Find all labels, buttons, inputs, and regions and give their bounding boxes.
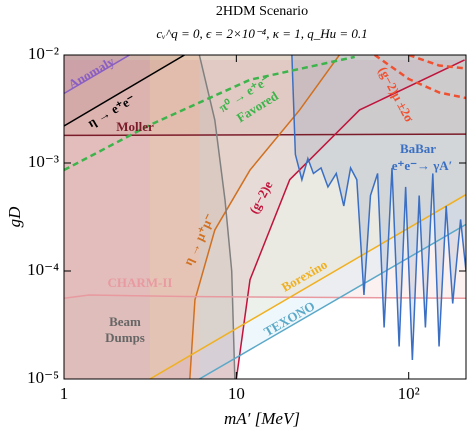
annotation: Moller: [116, 119, 154, 134]
region-fill: [64, 55, 340, 379]
curve: [64, 55, 355, 172]
curve: [149, 193, 466, 379]
curve: [64, 294, 466, 299]
chart-subtitle: cᵥ^q = 0, ϵ = 2×10⁻⁴, κ = 1, q_Hu = 0.1: [156, 26, 367, 41]
region-fill: [64, 55, 466, 299]
y-tick-label: 10⁻⁵: [27, 368, 59, 387]
region-fill: [64, 59, 465, 379]
curve: [373, 55, 466, 100]
curve: [189, 55, 340, 379]
annotation: CHARM-II: [108, 275, 173, 290]
curve: [64, 55, 185, 127]
x-tick-label: 10: [228, 384, 245, 403]
y-tick-label: 10⁻³: [28, 152, 59, 171]
curve: [64, 55, 130, 95]
annotation: BaBar: [400, 141, 436, 156]
y-axis-label: gD: [5, 206, 24, 228]
plot-frame: [63, 54, 467, 380]
y-tick-label: 10⁻²: [28, 44, 59, 63]
annotation: Beam: [109, 314, 141, 329]
region-fill: [199, 55, 466, 379]
curve: [235, 59, 465, 379]
x-axis-label: mA′ [MeV]: [224, 409, 300, 428]
region-fill: [291, 55, 466, 360]
axes: 1 10 10² 10⁻⁵ 10⁻⁴ 10⁻³ 10⁻²: [27, 44, 467, 403]
region-fill: [64, 55, 466, 136]
region-fill: [149, 55, 466, 379]
y-tick-label: 10⁻⁴: [27, 260, 59, 279]
x-tick-label: 1: [60, 384, 69, 403]
curve: [408, 55, 466, 70]
x-tick-label: 10²: [398, 384, 420, 403]
annotation: e⁺e⁻→ γA′: [392, 158, 453, 173]
annotation: Dumps: [105, 330, 145, 345]
chart-title: 2HDM Scenario: [216, 4, 308, 19]
curve: [291, 55, 466, 361]
